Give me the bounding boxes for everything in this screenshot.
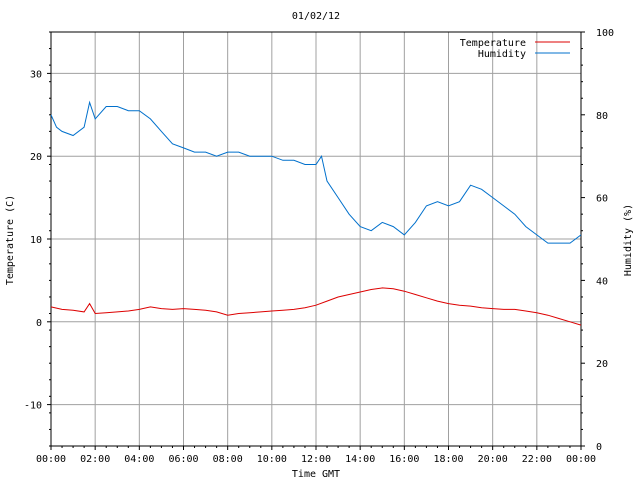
x-tick-label: 02:00 bbox=[80, 454, 110, 465]
series-line-humidity bbox=[50, 100, 582, 244]
y-tick-label-left: 10 bbox=[30, 235, 42, 246]
legend: Temperature Humidity bbox=[460, 38, 570, 60]
x-tick-label: 06:00 bbox=[168, 454, 198, 465]
grid-layer bbox=[51, 32, 581, 446]
y-tick-label-right: 60 bbox=[596, 194, 608, 205]
y-tick-label-left: -10 bbox=[24, 401, 42, 412]
y-axis-label-left: Temperature (C) bbox=[5, 195, 16, 285]
x-tick-label: 16:00 bbox=[389, 454, 419, 465]
x-tick-label: 08:00 bbox=[213, 454, 243, 465]
x-tick-label: 14:00 bbox=[345, 454, 375, 465]
chart-title: 01/02/12 bbox=[292, 11, 340, 22]
y-axis-label-right: Humidity (%) bbox=[623, 204, 634, 276]
x-tick-label: 12:00 bbox=[301, 454, 331, 465]
x-tick-label: 00:00 bbox=[36, 454, 66, 465]
tick-layer: 00:00 02:00 04:00 06:00 08:00 10:00 12:00 14:00… bbox=[24, 28, 614, 465]
y-tick-label-right: 80 bbox=[596, 111, 608, 122]
y-tick-label-right: 100 bbox=[596, 28, 614, 39]
x-tick-label: 20:00 bbox=[478, 454, 508, 465]
y-tick-label-right: 0 bbox=[596, 442, 602, 453]
legend-label-temperature: Temperature bbox=[460, 38, 526, 49]
series-layer bbox=[50, 100, 582, 326]
x-tick-label: 18:00 bbox=[433, 454, 463, 465]
y-tick-label-left: 30 bbox=[30, 69, 42, 80]
x-tick-label: 10:00 bbox=[257, 454, 287, 465]
y-tick-label-right: 20 bbox=[596, 359, 608, 370]
y-tick-label-left: 0 bbox=[36, 318, 42, 329]
y-tick-label-left: 20 bbox=[30, 152, 42, 163]
series-line-temperature bbox=[50, 287, 582, 326]
x-tick-label: 04:00 bbox=[124, 454, 154, 465]
x-axis-label: Time GMT bbox=[292, 469, 340, 480]
y-tick-label-right: 40 bbox=[596, 276, 608, 287]
x-tick-label: 22:00 bbox=[522, 454, 552, 465]
legend-label-humidity: Humidity bbox=[478, 49, 526, 60]
x-tick-label: 00:00 bbox=[566, 454, 596, 465]
